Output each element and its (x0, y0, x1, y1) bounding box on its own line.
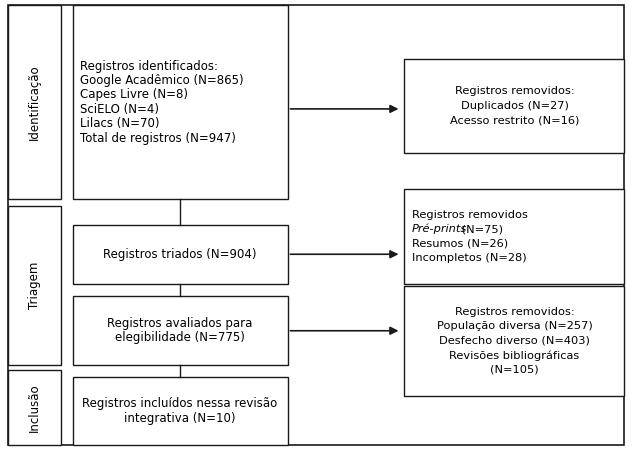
Text: Registros removidos:: Registros removidos: (454, 86, 574, 96)
Text: Registros identificados:: Registros identificados: (80, 60, 218, 72)
Text: Registros removidos: Registros removidos (412, 210, 528, 220)
Text: Registros incluídos nessa revisão: Registros incluídos nessa revisão (83, 397, 277, 410)
Text: Acesso restrito (N=16): Acesso restrito (N=16) (450, 115, 579, 125)
FancyBboxPatch shape (8, 5, 624, 445)
FancyBboxPatch shape (8, 206, 61, 365)
Text: integrativa (N=10): integrativa (N=10) (125, 412, 236, 424)
FancyBboxPatch shape (404, 189, 624, 284)
Text: elegibilidade (N=775): elegibilidade (N=775) (115, 331, 245, 344)
FancyBboxPatch shape (73, 377, 288, 445)
Text: Registros triados (N=904): Registros triados (N=904) (104, 248, 257, 261)
FancyBboxPatch shape (404, 58, 624, 153)
Text: Incompletos (N=28): Incompletos (N=28) (412, 253, 526, 263)
FancyBboxPatch shape (8, 370, 61, 445)
Text: Capes Livre (N=8): Capes Livre (N=8) (80, 89, 188, 101)
Text: Duplicados (N=27): Duplicados (N=27) (461, 101, 568, 111)
Text: Revisões bibliográficas: Revisões bibliográficas (449, 350, 580, 360)
Text: Registros removidos:: Registros removidos: (454, 307, 574, 317)
Text: Desfecho diverso (N=403): Desfecho diverso (N=403) (439, 336, 590, 346)
Text: (N=105): (N=105) (490, 364, 538, 375)
FancyBboxPatch shape (73, 5, 288, 199)
FancyBboxPatch shape (404, 286, 624, 396)
Text: (N=75): (N=75) (458, 224, 502, 234)
Text: Total de registros (N=947): Total de registros (N=947) (80, 132, 236, 144)
Text: Identificação: Identificação (28, 64, 41, 140)
Text: Inclusão: Inclusão (28, 383, 41, 432)
FancyBboxPatch shape (73, 225, 288, 284)
Text: Resumos (N=26): Resumos (N=26) (412, 238, 508, 248)
Text: Triagem: Triagem (28, 262, 41, 309)
Text: SciELO (N=4): SciELO (N=4) (80, 103, 159, 116)
Text: Registros avaliados para: Registros avaliados para (107, 317, 253, 330)
Text: Pré-prints: Pré-prints (412, 224, 467, 234)
FancyBboxPatch shape (73, 296, 288, 365)
FancyBboxPatch shape (8, 5, 61, 199)
Text: Lilacs (N=70): Lilacs (N=70) (80, 117, 160, 130)
Text: População diversa (N=257): População diversa (N=257) (437, 321, 592, 332)
Text: Google Acadêmico (N=865): Google Acadêmico (N=865) (80, 74, 244, 87)
